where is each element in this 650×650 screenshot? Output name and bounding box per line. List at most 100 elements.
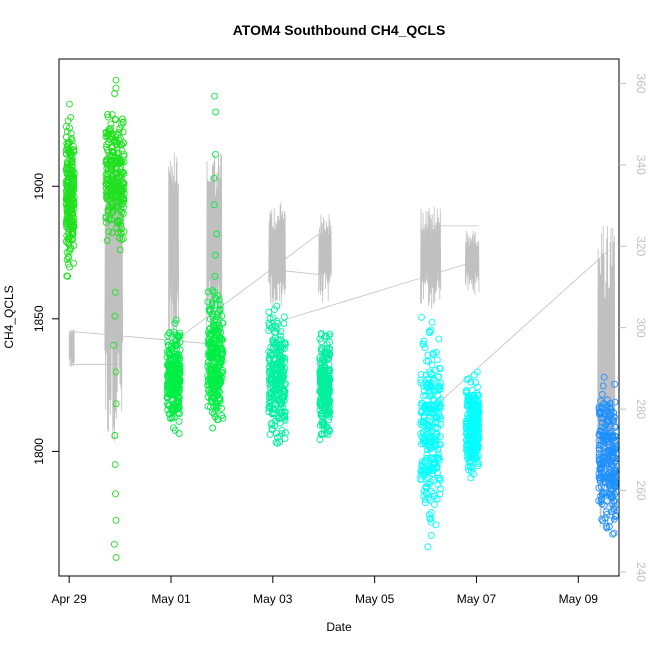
y-axis-label: CH4_QCLS	[2, 285, 16, 348]
y2-tick-label: 280	[634, 399, 648, 419]
data-point	[424, 375, 431, 383]
data-point	[603, 435, 611, 443]
data-point	[206, 308, 214, 316]
data-point	[165, 410, 173, 418]
data-point	[269, 314, 277, 322]
data-point	[270, 340, 277, 348]
data-point	[170, 369, 178, 377]
data-point	[65, 147, 73, 155]
data-point	[66, 201, 74, 209]
data-point	[204, 402, 212, 410]
data-point	[598, 423, 606, 431]
data-point	[417, 379, 425, 387]
data-point	[206, 340, 214, 348]
data-point	[175, 417, 183, 425]
series-group	[62, 100, 78, 280]
data-point	[273, 381, 281, 389]
x-axis-label: Date	[326, 620, 352, 634]
data-point	[474, 427, 481, 435]
data-point	[323, 386, 331, 394]
data-point	[426, 382, 434, 390]
data-point	[120, 139, 128, 147]
data-point	[424, 543, 432, 551]
data-point	[174, 388, 182, 396]
data-point	[326, 397, 334, 405]
data-point	[65, 100, 73, 108]
data-point	[174, 332, 182, 340]
data-point	[609, 454, 617, 462]
series-group	[102, 76, 128, 561]
data-point	[215, 296, 223, 304]
data-point	[112, 116, 120, 124]
data-point	[214, 292, 222, 300]
data-point	[428, 361, 436, 369]
right-y-axis: 240 260 280 300 320 340 360	[619, 73, 648, 582]
data-point	[205, 338, 213, 346]
data-point	[105, 216, 113, 224]
data-point	[212, 332, 220, 340]
data-point	[325, 410, 333, 418]
data-point	[65, 247, 73, 255]
altitude-flight	[420, 206, 442, 310]
data-point	[437, 401, 444, 409]
data-point	[611, 398, 619, 406]
x-axis: Apr 29 May 01 May 03 May 05 May 07 May 09	[52, 575, 598, 606]
data-point	[211, 301, 219, 309]
data-point	[210, 410, 218, 418]
data-point	[317, 411, 325, 419]
data-point	[465, 396, 473, 404]
data-point	[62, 178, 70, 186]
data-point	[463, 430, 470, 438]
data-point	[599, 382, 607, 390]
data-point	[112, 553, 120, 561]
data-point	[467, 378, 475, 386]
data-point	[211, 349, 219, 357]
data-point	[107, 157, 115, 165]
data-point	[175, 430, 183, 437]
data-point	[436, 474, 444, 482]
data-point	[65, 141, 73, 148]
y2-tick-label: 320	[634, 236, 648, 256]
data-point	[599, 517, 607, 525]
data-point	[117, 121, 125, 129]
data-point	[120, 170, 128, 177]
data-point	[171, 406, 179, 414]
altitude-transit	[170, 233, 319, 345]
data-point	[609, 416, 617, 424]
data-point	[603, 510, 611, 518]
data-point	[108, 111, 116, 119]
data-point	[434, 403, 442, 411]
data-point	[465, 459, 473, 467]
data-point	[69, 173, 77, 181]
data-point	[432, 348, 440, 356]
data-point	[173, 387, 181, 395]
data-point	[212, 337, 220, 345]
plot-frame	[58, 58, 620, 577]
y2-tick-label: 300	[634, 318, 648, 338]
data-point	[111, 312, 119, 320]
y-tick-label: 1900	[32, 173, 46, 200]
data-point	[434, 481, 442, 489]
data-point	[112, 84, 120, 92]
data-point	[118, 236, 126, 244]
data-point	[119, 186, 126, 194]
data-point	[175, 387, 183, 395]
data-point	[111, 169, 119, 177]
data-point	[119, 235, 127, 243]
data-point	[68, 159, 76, 167]
data-point	[464, 463, 472, 471]
data-point	[265, 370, 273, 378]
data-point	[213, 345, 221, 353]
data-point	[422, 437, 430, 445]
data-point	[611, 503, 618, 511]
data-point	[318, 367, 326, 375]
data-point	[427, 381, 435, 389]
data-point	[120, 152, 128, 160]
data-point	[272, 438, 280, 446]
data-point	[176, 367, 184, 374]
data-point	[472, 379, 479, 387]
data-point	[418, 462, 426, 470]
data-point	[279, 388, 287, 396]
data-point	[105, 138, 113, 146]
data-point	[110, 540, 118, 548]
